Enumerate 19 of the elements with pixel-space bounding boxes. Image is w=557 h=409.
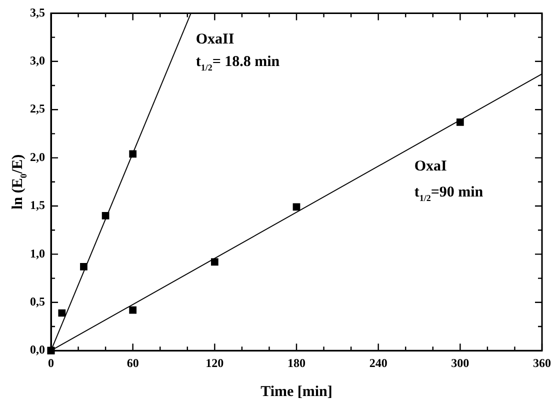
annotation: OxaI (414, 158, 448, 174)
x-tick-label: 240 (369, 356, 388, 370)
x-tick-label: 0 (48, 356, 54, 370)
x-tick-label: 300 (451, 356, 470, 370)
y-tick-label: 0,0 (30, 342, 45, 357)
x-tick-label: 360 (533, 356, 551, 370)
y-tick-label: 2,0 (30, 150, 45, 164)
y-tick-label: 1,0 (30, 246, 45, 260)
y-tick-label: 3,0 (30, 53, 45, 68)
y-tick-label: 0,5 (30, 294, 45, 308)
annotation: OxaII (196, 32, 234, 48)
y-tick-label: 2,5 (30, 102, 45, 116)
x-tick-label: 180 (288, 356, 306, 370)
y-tick-label: 3,5 (30, 5, 45, 20)
x-tick-label: 60 (126, 356, 139, 370)
x-tick-label: 120 (206, 356, 224, 370)
y-tick-label: 1,5 (30, 198, 45, 212)
x-axis-title: Time [min] (260, 384, 332, 400)
y-axis-title: ln (E0/E) (10, 154, 28, 210)
